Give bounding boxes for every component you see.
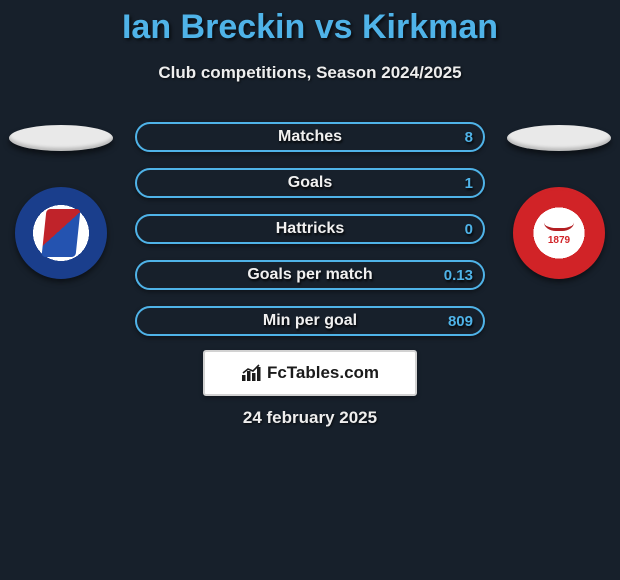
- chesterfield-crest-icon: [15, 187, 107, 279]
- stat-row-min-per-goal: Min per goal 809: [135, 306, 485, 336]
- right-player-photo-placeholder: [507, 125, 611, 151]
- stat-value: 8: [465, 129, 473, 146]
- stat-row-matches: Matches 8: [135, 122, 485, 152]
- left-player-photo-placeholder: [9, 125, 113, 151]
- swindon-crest-icon: [513, 187, 605, 279]
- date-label: 24 february 2025: [0, 408, 620, 428]
- stat-label: Hattricks: [137, 220, 483, 238]
- subtitle: Club competitions, Season 2024/2025: [0, 63, 620, 83]
- stat-value: 809: [448, 313, 473, 330]
- bar-chart-icon: [241, 364, 263, 382]
- stat-label: Goals: [137, 174, 483, 192]
- brand-text: FcTables.com: [267, 363, 379, 383]
- stat-value: 0: [465, 221, 473, 238]
- stat-value: 1: [465, 175, 473, 192]
- stat-row-goals: Goals 1: [135, 168, 485, 198]
- stats-panel: Matches 8 Goals 1 Hattricks 0 Goals per …: [135, 122, 485, 352]
- brand-badge[interactable]: FcTables.com: [203, 350, 417, 396]
- stat-value: 0.13: [444, 267, 473, 284]
- stat-row-hattricks: Hattricks 0: [135, 214, 485, 244]
- stat-label: Min per goal: [137, 312, 483, 330]
- stat-label: Goals per match: [137, 266, 483, 284]
- page-title: Ian Breckin vs Kirkman: [0, 0, 620, 47]
- left-player-badge: [6, 125, 116, 279]
- right-player-badge: [504, 125, 614, 279]
- stat-row-goals-per-match: Goals per match 0.13: [135, 260, 485, 290]
- stat-label: Matches: [137, 128, 483, 146]
